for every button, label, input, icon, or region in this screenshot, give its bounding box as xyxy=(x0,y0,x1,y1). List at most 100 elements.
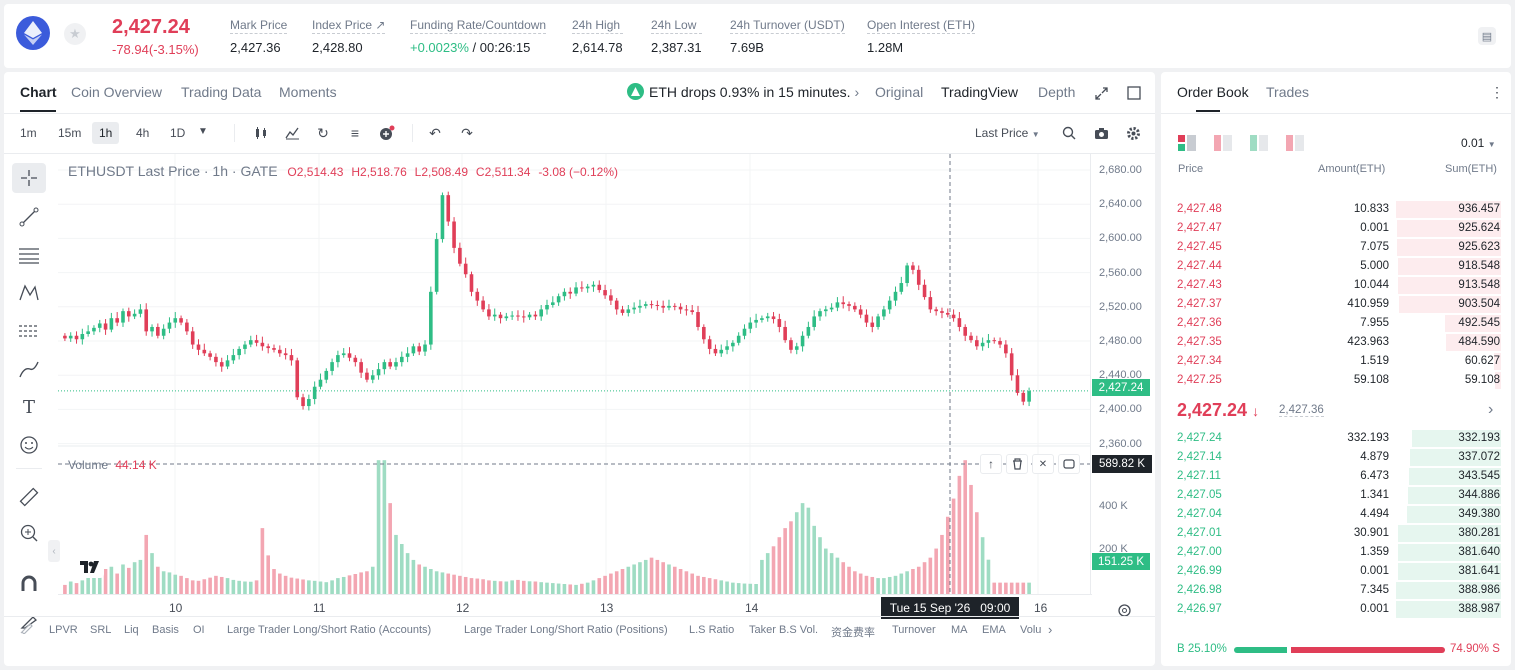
chevron-right-icon[interactable]: › xyxy=(1488,401,1494,418)
expand-icon[interactable] xyxy=(1092,84,1110,102)
ask-row[interactable]: 2,427.25 59.108 59.108 xyxy=(1161,371,1511,390)
crosshair-tool-icon[interactable] xyxy=(12,163,46,193)
redo-icon[interactable]: ↷ xyxy=(461,124,473,141)
camera-icon[interactable] xyxy=(1092,124,1110,142)
tradingview-logo-icon[interactable] xyxy=(76,556,104,578)
settings-gear-icon[interactable] xyxy=(1124,124,1142,142)
trend-line-tool-icon[interactable] xyxy=(12,202,46,232)
tab-depth[interactable]: Depth xyxy=(1038,84,1076,100)
tab-coin-overview[interactable]: Coin Overview xyxy=(71,84,163,100)
indicator-funding-rate[interactable]: 资金费率 xyxy=(831,627,875,639)
indicator-ma[interactable]: MA xyxy=(951,624,968,636)
interval-4h[interactable]: 4h xyxy=(136,126,150,140)
candle-body xyxy=(423,344,427,352)
indicator-turnover[interactable]: Turnover xyxy=(892,624,936,636)
indicator-basis[interactable]: Basis xyxy=(152,624,179,636)
volume-bar xyxy=(928,557,933,594)
chart-settings-icon[interactable] xyxy=(1115,601,1133,619)
view-both-icon[interactable] xyxy=(1178,135,1196,154)
scroll-right-icon[interactable]: › xyxy=(1048,622,1053,637)
lock-drawings-tool-icon[interactable] xyxy=(12,606,46,636)
bid-row[interactable]: 2,427.04 4.494 349.380 xyxy=(1161,505,1511,524)
tab-chart[interactable]: Chart xyxy=(20,84,57,100)
edit-indicators-icon[interactable] xyxy=(20,620,36,636)
favorite-star-icon[interactable]: ★ xyxy=(64,23,86,45)
tab-moments[interactable]: Moments xyxy=(279,84,337,100)
interval-dropdown-icon[interactable]: ▼ xyxy=(198,126,208,137)
candle-type-icon[interactable] xyxy=(252,124,270,142)
ruler-tool-icon[interactable] xyxy=(12,482,46,512)
bid-row[interactable]: 2,427.11 6.473 343.545 xyxy=(1161,467,1511,486)
add-alert-icon[interactable] xyxy=(378,124,396,142)
zoom-in-tool-icon[interactable] xyxy=(12,518,46,548)
ask-row[interactable]: 2,427.47 0.001 925.624 xyxy=(1161,219,1511,238)
bid-row[interactable]: 2,427.01 30.901 380.281 xyxy=(1161,524,1511,543)
indicator-volume[interactable]: Volu xyxy=(1020,624,1042,636)
collapse-toolbar-icon[interactable]: ‹ xyxy=(48,540,60,562)
interval-1m[interactable]: 1m xyxy=(20,126,37,140)
undo-icon[interactable]: ↶ xyxy=(429,124,441,141)
volume-bar xyxy=(632,564,636,594)
indicator-ls-ratio[interactable]: L.S Ratio xyxy=(689,624,735,636)
maximize-pane-icon[interactable] xyxy=(1058,454,1080,474)
indicator-ls-positions[interactable]: Large Trader Long/Short Ratio (Positions… xyxy=(464,624,668,636)
price-type-select[interactable]: Last Price ▼ xyxy=(975,126,1040,140)
price-axis-tick: 2,480.00 xyxy=(1099,335,1142,347)
indicator-srl[interactable]: SRL xyxy=(90,624,112,636)
indicator-lpvr[interactable]: LPVR xyxy=(49,624,78,636)
tab-trading-data[interactable]: Trading Data xyxy=(181,84,262,100)
news-headline[interactable]: ETH drops 0.93% in 15 minutes. › xyxy=(649,84,859,100)
tick-size-select[interactable]: 0.01 ▼ xyxy=(1461,136,1496,150)
emoji-tool-icon[interactable] xyxy=(12,430,46,460)
ask-row[interactable]: 2,427.35 423.963 484.590 xyxy=(1161,333,1511,352)
brush-tool-icon[interactable] xyxy=(12,354,46,384)
ask-row[interactable]: 2,427.45 7.075 925.623 xyxy=(1161,238,1511,257)
pattern-tool-icon[interactable] xyxy=(12,278,46,308)
prediction-tool-icon[interactable] xyxy=(12,316,46,346)
bid-row[interactable]: 2,427.14 4.879 337.072 xyxy=(1161,448,1511,467)
ask-row[interactable]: 2,427.37 410.959 903.504 xyxy=(1161,295,1511,314)
ask-row[interactable]: 2,427.36 7.955 492.545 xyxy=(1161,314,1511,333)
indicator-taker-vol[interactable]: Taker B.S Vol. xyxy=(749,624,819,636)
collapse-pane-icon[interactable]: ✕ xyxy=(1032,454,1054,474)
interval-1d[interactable]: 1D xyxy=(170,126,186,140)
text-tool-icon[interactable]: T xyxy=(22,396,35,418)
bid-row[interactable]: 2,427.05 1.341 344.886 xyxy=(1161,486,1511,505)
interval-15m[interactable]: 15m xyxy=(58,126,82,140)
delete-icon[interactable] xyxy=(1006,454,1028,474)
indicator-ema[interactable]: EMA xyxy=(982,624,1006,636)
bid-row[interactable]: 2,426.97 0.001 388.987 xyxy=(1161,600,1511,619)
bid-row[interactable]: 2,427.00 1.359 381.640 xyxy=(1161,543,1511,562)
bid-row[interactable]: 2,426.98 7.345 388.986 xyxy=(1161,581,1511,600)
ask-row[interactable]: 2,427.48 10.833 936.457 xyxy=(1161,200,1511,219)
volume-bar xyxy=(661,562,665,594)
ask-row[interactable]: 2,427.34 1.519 60.627 xyxy=(1161,352,1511,371)
templates-icon[interactable]: ≡ xyxy=(350,125,360,141)
more-options-icon[interactable]: ⋮ xyxy=(1490,84,1504,100)
candlestick-chart[interactable] xyxy=(58,154,1094,594)
bid-row[interactable]: 2,427.24 332.193 332.193 xyxy=(1161,429,1511,448)
view-trades-icon[interactable] xyxy=(1286,135,1304,154)
indicators-icon[interactable] xyxy=(283,124,301,142)
magnet-tool-icon[interactable] xyxy=(12,569,46,599)
search-icon[interactable] xyxy=(1060,124,1078,142)
bid-row[interactable]: 2,426.99 0.001 381.641 xyxy=(1161,562,1511,581)
indicator-oi[interactable]: OI xyxy=(193,624,205,636)
tab-trades[interactable]: Trades xyxy=(1266,84,1310,100)
tab-tradingview[interactable]: TradingView xyxy=(941,84,1019,100)
interval-1h[interactable]: 1h xyxy=(92,122,120,144)
view-bids-icon[interactable] xyxy=(1250,135,1268,154)
tab-order-book[interactable]: Order Book xyxy=(1177,84,1249,100)
move-up-icon[interactable]: ↑ xyxy=(980,454,1002,474)
stat-index-price[interactable]: Index Price ↗ 2,428.80 xyxy=(312,18,386,55)
indicator-ls-accounts[interactable]: Large Trader Long/Short Ratio (Accounts) xyxy=(227,624,432,636)
view-asks-icon[interactable] xyxy=(1214,135,1232,154)
indicator-liq[interactable]: Liq xyxy=(124,624,139,636)
fib-tool-icon[interactable] xyxy=(12,240,46,270)
replay-icon[interactable]: ↻ xyxy=(317,124,329,141)
ask-row[interactable]: 2,427.44 5.000 918.548 xyxy=(1161,257,1511,276)
tab-original[interactable]: Original xyxy=(875,84,924,100)
ask-row[interactable]: 2,427.43 10.044 913.548 xyxy=(1161,276,1511,295)
fullscreen-icon[interactable] xyxy=(1125,84,1143,102)
book-icon[interactable]: ▤ xyxy=(1478,27,1496,45)
